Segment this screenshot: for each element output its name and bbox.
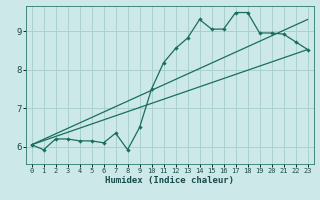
X-axis label: Humidex (Indice chaleur): Humidex (Indice chaleur) xyxy=(105,176,234,185)
